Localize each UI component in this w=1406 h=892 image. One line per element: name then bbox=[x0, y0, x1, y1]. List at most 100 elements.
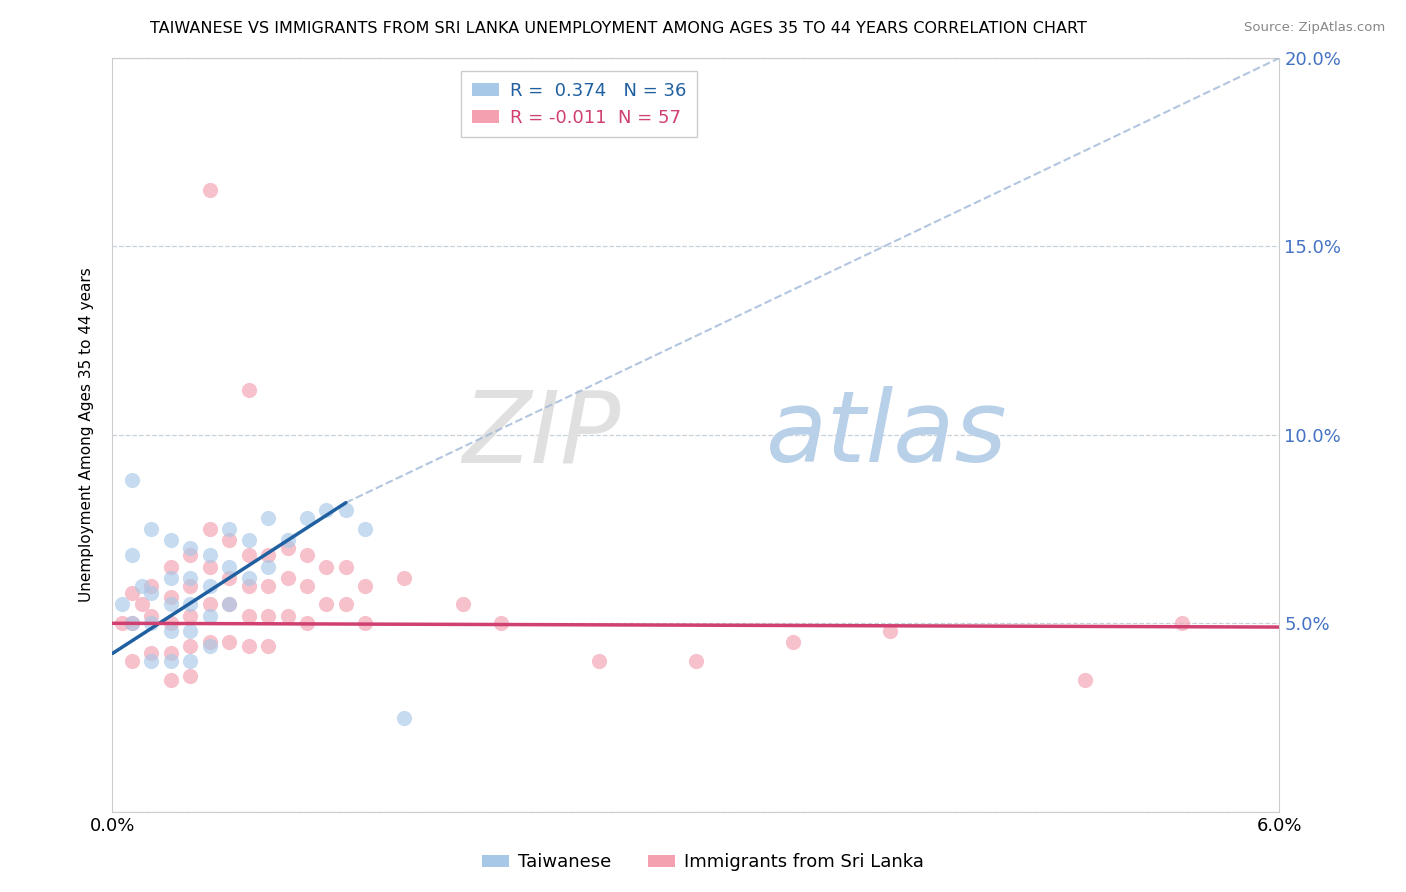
Point bbox=[160, 533, 183, 548]
Point bbox=[160, 598, 183, 612]
Point bbox=[198, 522, 221, 536]
Point bbox=[179, 654, 201, 668]
Legend: Taiwanese, Immigrants from Sri Lanka: Taiwanese, Immigrants from Sri Lanka bbox=[475, 847, 931, 879]
Point bbox=[394, 710, 416, 724]
Point bbox=[354, 616, 377, 631]
Point bbox=[121, 473, 143, 487]
Point bbox=[238, 533, 260, 548]
Point bbox=[354, 578, 377, 592]
Point bbox=[218, 559, 240, 574]
Y-axis label: Unemployment Among Ages 35 to 44 years: Unemployment Among Ages 35 to 44 years bbox=[79, 268, 94, 602]
Point bbox=[295, 549, 318, 563]
Point bbox=[218, 598, 240, 612]
Point bbox=[198, 578, 221, 592]
Point bbox=[160, 673, 183, 687]
Point bbox=[111, 598, 134, 612]
Point bbox=[198, 549, 221, 563]
Point bbox=[238, 639, 260, 653]
Point bbox=[315, 559, 337, 574]
Point bbox=[335, 559, 357, 574]
Point bbox=[491, 616, 513, 631]
Point bbox=[179, 578, 201, 592]
Point bbox=[121, 654, 143, 668]
Point bbox=[295, 578, 318, 592]
Point bbox=[588, 654, 610, 668]
Point bbox=[238, 383, 260, 397]
Point bbox=[257, 578, 280, 592]
Point bbox=[1074, 673, 1097, 687]
Point bbox=[257, 608, 280, 623]
Point bbox=[315, 598, 337, 612]
Point bbox=[121, 616, 143, 631]
Point bbox=[131, 598, 153, 612]
Point bbox=[218, 571, 240, 585]
Point bbox=[160, 590, 183, 604]
Point bbox=[1171, 616, 1194, 631]
Text: atlas: atlas bbox=[766, 386, 1008, 483]
Legend: R =  0.374   N = 36, R = -0.011  N = 57: R = 0.374 N = 36, R = -0.011 N = 57 bbox=[461, 70, 697, 137]
Point bbox=[218, 635, 240, 649]
Point bbox=[160, 624, 183, 638]
Point bbox=[218, 533, 240, 548]
Point bbox=[276, 608, 298, 623]
Point bbox=[394, 571, 416, 585]
Point bbox=[160, 654, 183, 668]
Text: ZIP: ZIP bbox=[461, 386, 620, 483]
Point bbox=[238, 608, 260, 623]
Point bbox=[121, 549, 143, 563]
Point bbox=[879, 624, 901, 638]
Point bbox=[335, 503, 357, 517]
Point bbox=[160, 616, 183, 631]
Point bbox=[257, 510, 280, 524]
Point bbox=[141, 578, 163, 592]
Point bbox=[276, 571, 298, 585]
Point bbox=[131, 578, 153, 592]
Point bbox=[198, 639, 221, 653]
Point bbox=[179, 598, 201, 612]
Point bbox=[238, 549, 260, 563]
Point bbox=[198, 183, 221, 197]
Point bbox=[121, 586, 143, 600]
Text: Source: ZipAtlas.com: Source: ZipAtlas.com bbox=[1244, 21, 1385, 35]
Point bbox=[121, 616, 143, 631]
Point bbox=[257, 639, 280, 653]
Point bbox=[141, 616, 163, 631]
Point bbox=[160, 647, 183, 661]
Point bbox=[179, 549, 201, 563]
Point bbox=[141, 608, 163, 623]
Point bbox=[179, 624, 201, 638]
Point bbox=[179, 541, 201, 555]
Point bbox=[141, 654, 163, 668]
Point bbox=[685, 654, 707, 668]
Point bbox=[257, 559, 280, 574]
Point bbox=[782, 635, 804, 649]
Point bbox=[238, 571, 260, 585]
Point bbox=[315, 503, 337, 517]
Point bbox=[179, 571, 201, 585]
Point bbox=[111, 616, 134, 631]
Point bbox=[276, 541, 298, 555]
Point bbox=[179, 608, 201, 623]
Point bbox=[295, 616, 318, 631]
Point bbox=[354, 522, 377, 536]
Point bbox=[179, 669, 201, 683]
Point bbox=[198, 598, 221, 612]
Point bbox=[160, 559, 183, 574]
Point bbox=[238, 578, 260, 592]
Point bbox=[198, 559, 221, 574]
Point bbox=[179, 639, 201, 653]
Point bbox=[198, 608, 221, 623]
Point bbox=[141, 522, 163, 536]
Point bbox=[335, 598, 357, 612]
Point bbox=[218, 522, 240, 536]
Point bbox=[141, 586, 163, 600]
Point bbox=[218, 598, 240, 612]
Point bbox=[451, 598, 474, 612]
Point bbox=[160, 571, 183, 585]
Point bbox=[257, 549, 280, 563]
Text: TAIWANESE VS IMMIGRANTS FROM SRI LANKA UNEMPLOYMENT AMONG AGES 35 TO 44 YEARS CO: TAIWANESE VS IMMIGRANTS FROM SRI LANKA U… bbox=[150, 21, 1087, 37]
Point bbox=[276, 533, 298, 548]
Point bbox=[295, 510, 318, 524]
Point bbox=[198, 635, 221, 649]
Point bbox=[141, 647, 163, 661]
